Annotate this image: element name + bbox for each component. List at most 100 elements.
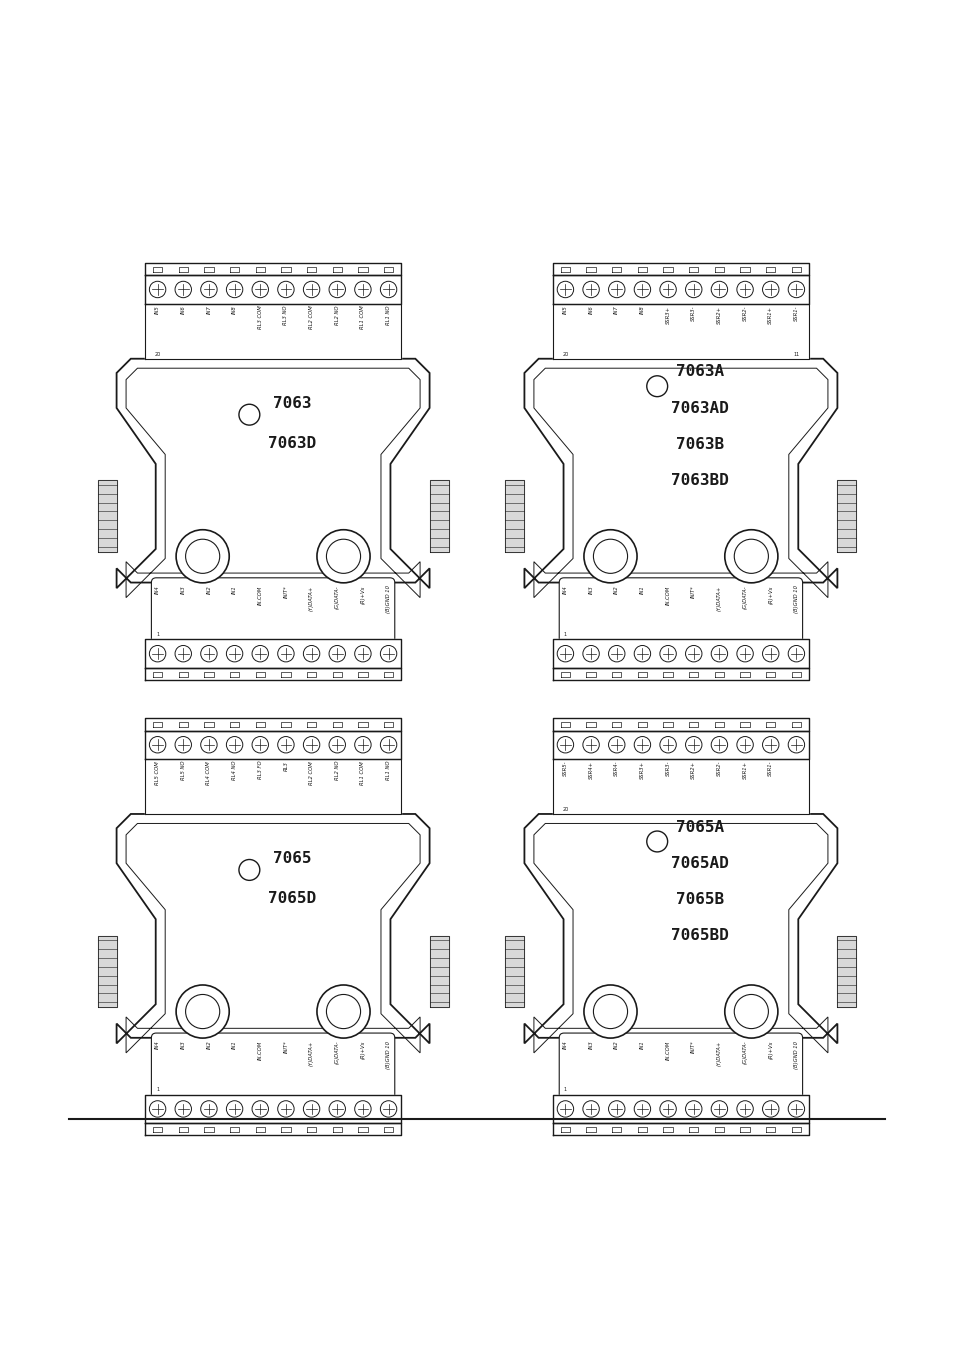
Circle shape [355,1101,371,1117]
Circle shape [226,646,243,662]
Circle shape [685,1101,701,1117]
Circle shape [176,530,229,582]
Circle shape [355,646,371,662]
Polygon shape [791,721,801,727]
Polygon shape [307,671,315,677]
Circle shape [685,736,701,753]
Polygon shape [358,1127,367,1132]
Circle shape [583,985,637,1038]
Circle shape [316,530,370,582]
Polygon shape [333,1127,341,1132]
Polygon shape [145,304,401,359]
Polygon shape [837,481,856,551]
Text: IN4: IN4 [155,1040,160,1050]
Circle shape [710,281,727,297]
Circle shape [634,281,650,297]
Circle shape [174,736,192,753]
Circle shape [734,539,767,573]
Polygon shape [145,719,401,731]
Polygon shape [524,359,837,588]
Circle shape [150,736,166,753]
Polygon shape [358,721,367,727]
Text: IN6: IN6 [180,305,186,315]
Text: SSR1-: SSR1- [793,305,798,322]
Text: IN2: IN2 [206,585,212,594]
Text: RL3 FO: RL3 FO [257,761,262,780]
Polygon shape [688,671,698,677]
Polygon shape [383,266,393,272]
Circle shape [200,646,217,662]
Polygon shape [638,721,646,727]
Polygon shape [307,721,315,727]
Text: (B)GND 10: (B)GND 10 [386,1040,391,1069]
Polygon shape [178,266,188,272]
Polygon shape [552,1094,808,1123]
FancyBboxPatch shape [558,578,801,644]
Circle shape [329,736,345,753]
Polygon shape [145,263,401,276]
Polygon shape [524,813,837,1043]
Circle shape [186,539,219,573]
Polygon shape [612,1127,620,1132]
Text: (Y)DATA+: (Y)DATA+ [309,1040,314,1066]
Text: SSR4+: SSR4+ [588,761,593,780]
Circle shape [150,1101,166,1117]
Text: RL5 NO: RL5 NO [180,761,186,781]
Circle shape [303,736,319,753]
Text: SSR3-: SSR3- [665,761,670,777]
Circle shape [761,281,779,297]
Text: 11: 11 [793,351,799,357]
Polygon shape [740,266,749,272]
Circle shape [380,1101,396,1117]
Circle shape [326,994,360,1028]
Text: 7065B: 7065B [675,892,723,907]
Text: 20: 20 [561,807,568,812]
Polygon shape [152,1127,162,1132]
Circle shape [582,646,598,662]
Text: INIT*: INIT* [283,1040,288,1054]
Polygon shape [662,266,672,272]
Text: SSR3+: SSR3+ [639,761,644,780]
Polygon shape [552,667,808,681]
Polygon shape [552,263,808,276]
Circle shape [174,646,192,662]
Polygon shape [204,671,213,677]
Circle shape [659,281,676,297]
Polygon shape [255,1127,265,1132]
Circle shape [685,281,701,297]
Text: 1: 1 [563,632,566,636]
Circle shape [557,281,573,297]
Polygon shape [358,671,367,677]
Text: RL2 NO: RL2 NO [335,761,339,781]
Circle shape [634,736,650,753]
Polygon shape [638,1127,646,1132]
Text: RL4 NO: RL4 NO [232,761,237,781]
Circle shape [761,736,779,753]
Text: SSR3-: SSR3- [691,305,696,322]
Polygon shape [204,266,213,272]
Circle shape [176,985,229,1038]
Text: RL3 NO: RL3 NO [283,305,288,326]
Polygon shape [586,721,595,727]
Text: RL2 NO: RL2 NO [335,305,339,326]
Text: IN2: IN2 [614,585,618,594]
Circle shape [303,1101,319,1117]
Polygon shape [552,304,808,359]
Text: IN6: IN6 [588,305,593,315]
Text: RL1 NO: RL1 NO [386,305,391,326]
Circle shape [326,539,360,573]
Polygon shape [230,1127,239,1132]
Circle shape [174,1101,192,1117]
Polygon shape [429,481,448,551]
Text: 20: 20 [154,351,160,357]
Polygon shape [740,721,749,727]
Polygon shape [152,266,162,272]
Text: IN1: IN1 [639,585,644,594]
Text: SSR2-: SSR2- [741,305,747,322]
Text: IN.COM: IN.COM [257,585,262,605]
Polygon shape [152,671,162,677]
Text: IN.COM: IN.COM [257,1040,262,1061]
Circle shape [277,281,294,297]
Text: SSR2+: SSR2+ [716,305,721,324]
Text: RL3: RL3 [283,761,288,770]
